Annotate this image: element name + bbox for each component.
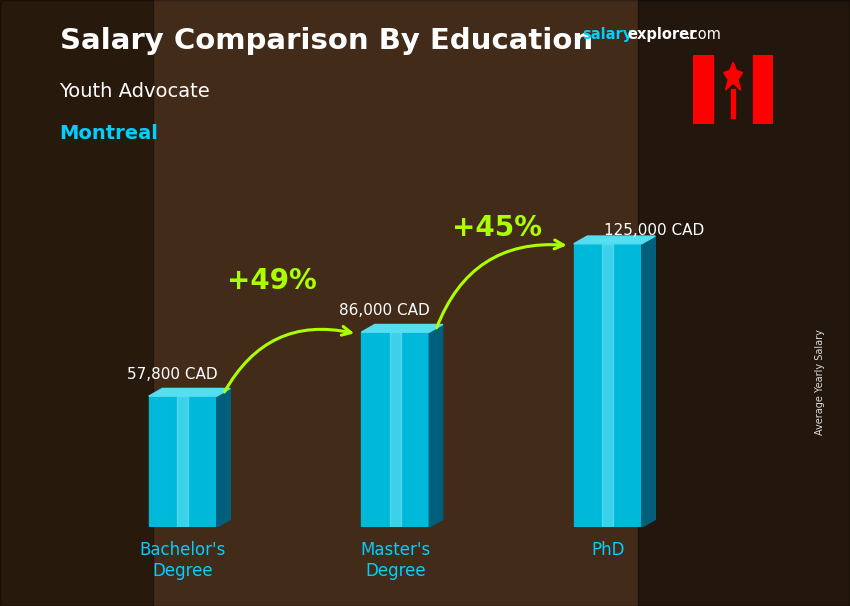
Text: Montreal: Montreal (60, 124, 158, 143)
Bar (693, 55, 713, 124)
Bar (638, 0, 850, 606)
Polygon shape (574, 236, 655, 244)
Text: 86,000 CAD: 86,000 CAD (339, 303, 430, 318)
Bar (178, 396, 188, 527)
Bar (574, 244, 642, 527)
Polygon shape (149, 388, 230, 396)
Bar (390, 332, 400, 527)
Text: salary: salary (582, 27, 632, 42)
Text: 57,800 CAD: 57,800 CAD (127, 367, 218, 382)
Bar (731, 89, 735, 118)
Polygon shape (361, 324, 443, 332)
Bar (603, 244, 613, 527)
Polygon shape (217, 388, 230, 527)
Text: explorer: explorer (627, 27, 697, 42)
Text: 125,000 CAD: 125,000 CAD (604, 224, 705, 239)
FancyArrowPatch shape (224, 327, 351, 392)
Bar (0, 0, 153, 606)
FancyArrowPatch shape (437, 240, 564, 328)
Polygon shape (642, 236, 655, 527)
Bar (361, 332, 429, 527)
Text: Salary Comparison By Education: Salary Comparison By Education (60, 27, 592, 55)
Text: .com: .com (685, 27, 721, 42)
Bar (753, 55, 774, 124)
Polygon shape (723, 62, 743, 90)
Text: Average Yearly Salary: Average Yearly Salary (815, 329, 825, 435)
Bar (149, 396, 217, 527)
Text: +49%: +49% (227, 267, 317, 295)
Text: +45%: +45% (452, 215, 542, 242)
Text: Youth Advocate: Youth Advocate (60, 82, 210, 101)
Polygon shape (429, 324, 443, 527)
